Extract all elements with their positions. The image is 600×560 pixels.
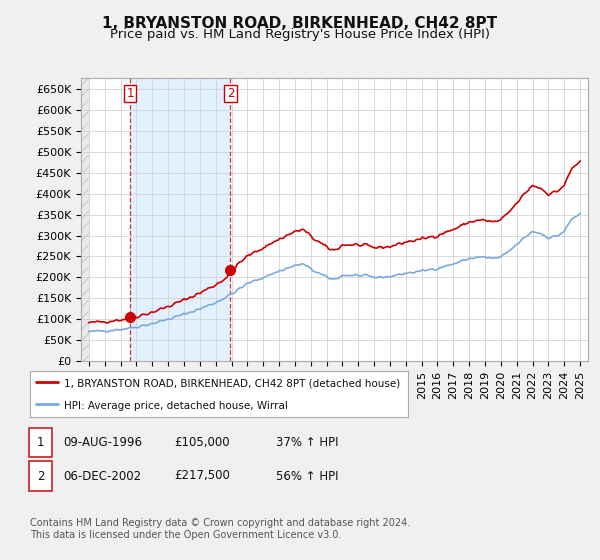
Text: £217,500: £217,500	[174, 469, 230, 483]
Text: 1: 1	[37, 436, 44, 449]
Text: £105,000: £105,000	[174, 436, 230, 449]
Text: Price paid vs. HM Land Registry's House Price Index (HPI): Price paid vs. HM Land Registry's House …	[110, 28, 490, 41]
Text: 1, BRYANSTON ROAD, BIRKENHEAD, CH42 8PT (detached house): 1, BRYANSTON ROAD, BIRKENHEAD, CH42 8PT …	[64, 379, 400, 389]
Text: 1: 1	[127, 87, 134, 100]
Bar	[81, 78, 89, 361]
Text: 37% ↑ HPI: 37% ↑ HPI	[276, 436, 338, 449]
Text: 06-DEC-2002: 06-DEC-2002	[63, 469, 141, 483]
Text: 2: 2	[227, 87, 234, 100]
Text: Contains HM Land Registry data © Crown copyright and database right 2024.
This d: Contains HM Land Registry data © Crown c…	[30, 518, 410, 540]
Text: 1, BRYANSTON ROAD, BIRKENHEAD, CH42 8PT: 1, BRYANSTON ROAD, BIRKENHEAD, CH42 8PT	[103, 16, 497, 31]
Text: 2: 2	[37, 469, 44, 483]
Bar	[130, 78, 230, 361]
Text: 09-AUG-1996: 09-AUG-1996	[63, 436, 142, 449]
Text: 56% ↑ HPI: 56% ↑ HPI	[276, 469, 338, 483]
Text: HPI: Average price, detached house, Wirral: HPI: Average price, detached house, Wirr…	[64, 401, 288, 410]
